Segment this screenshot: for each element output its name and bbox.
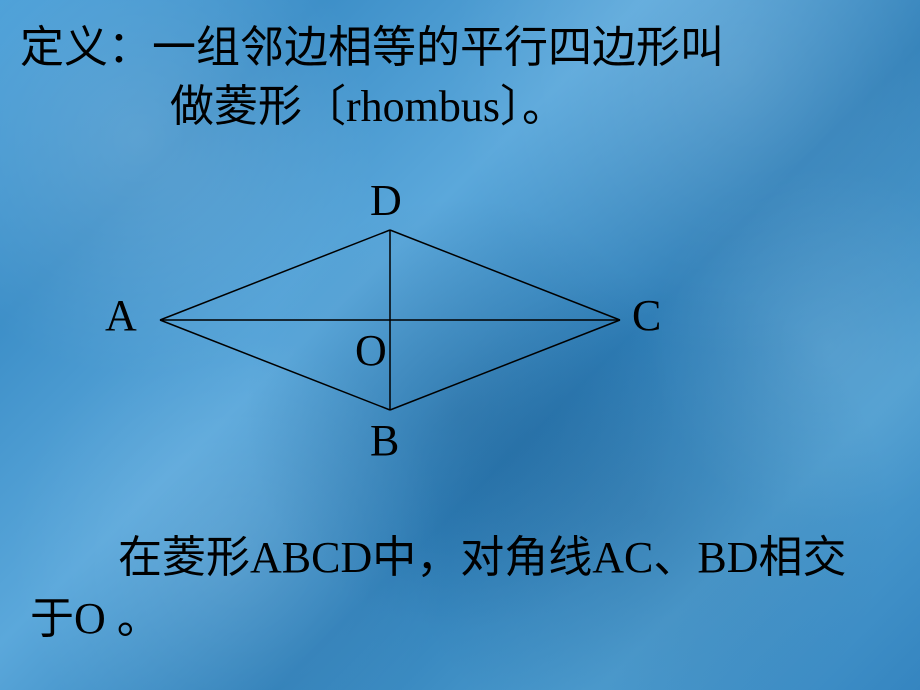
vertex-label-a: A	[105, 290, 137, 341]
footer-text: 在菱形ABCD中，对角线AC、BD相交于O 。	[30, 527, 890, 650]
vertex-label-b: B	[370, 415, 399, 466]
vertex-label-c: C	[632, 290, 661, 341]
footer-content: 在菱形ABCD中，对角线AC、BD相交于O 。	[30, 533, 847, 644]
definition-line2: 做菱形〔rhombus〕。	[20, 77, 900, 136]
definition-block: 定义：一组邻边相等的平行四边形叫 做菱形〔rhombus〕。	[20, 18, 900, 137]
vertex-label-d: D	[370, 175, 402, 226]
definition-line1: 定义：一组邻边相等的平行四边形叫	[20, 18, 900, 77]
rhombus-diagram: A B C D O	[110, 170, 670, 470]
slide: 定义：一组邻边相等的平行四边形叫 做菱形〔rhombus〕。 A B C D O…	[0, 0, 920, 690]
vertex-label-o: O	[355, 325, 387, 376]
